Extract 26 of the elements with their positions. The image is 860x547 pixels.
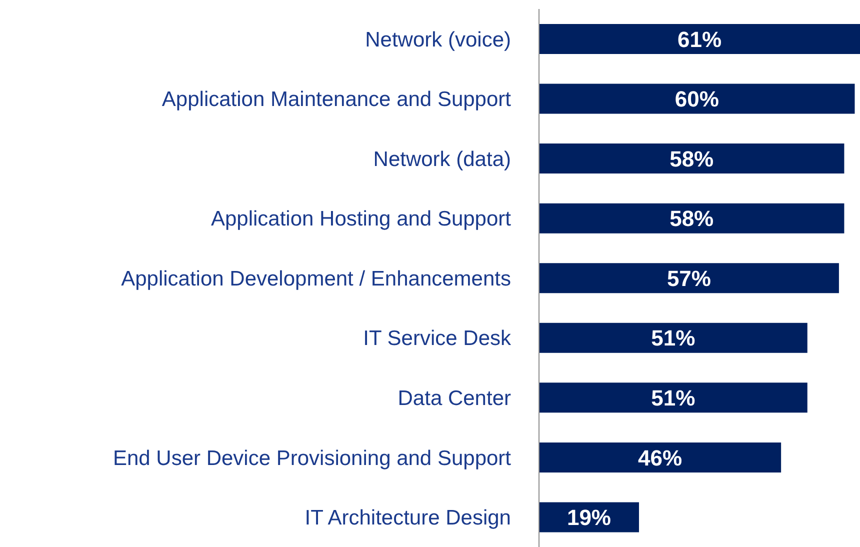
- bar: [539, 442, 782, 472]
- data-label: 19%: [566, 505, 612, 530]
- y-tick-label: End User Device Provisioning and Support: [112, 446, 512, 470]
- bar: [539, 322, 808, 353]
- y-tick-label: IT Service Desk: [363, 327, 512, 350]
- bar: [539, 203, 844, 234]
- data-label: 61%: [677, 26, 722, 52]
- data-label: 60%: [674, 86, 719, 112]
- y-tick-label: Application Development / Enhancements: [121, 267, 511, 290]
- bar: [539, 24, 860, 54]
- data-label: 58%: [670, 206, 714, 232]
- data-label: 58%: [670, 146, 714, 172]
- bar: [539, 382, 808, 413]
- y-tick-label: Network (data): [373, 148, 511, 171]
- y-tick-label: Application Maintenance and Support: [162, 88, 512, 112]
- bar: [539, 84, 855, 114]
- data-label: 51%: [651, 326, 696, 351]
- data-label: 46%: [638, 445, 682, 470]
- bar: [539, 263, 839, 294]
- y-tick-label: IT Architecture Design: [304, 506, 511, 530]
- y-tick-label: Data Center: [398, 387, 511, 410]
- data-label: 51%: [651, 385, 696, 410]
- data-label: 57%: [666, 266, 711, 291]
- y-tick-label: Application Hosting and Support: [210, 208, 512, 231]
- y-tick-label: Network (voice): [365, 28, 511, 52]
- bar: [539, 144, 844, 174]
